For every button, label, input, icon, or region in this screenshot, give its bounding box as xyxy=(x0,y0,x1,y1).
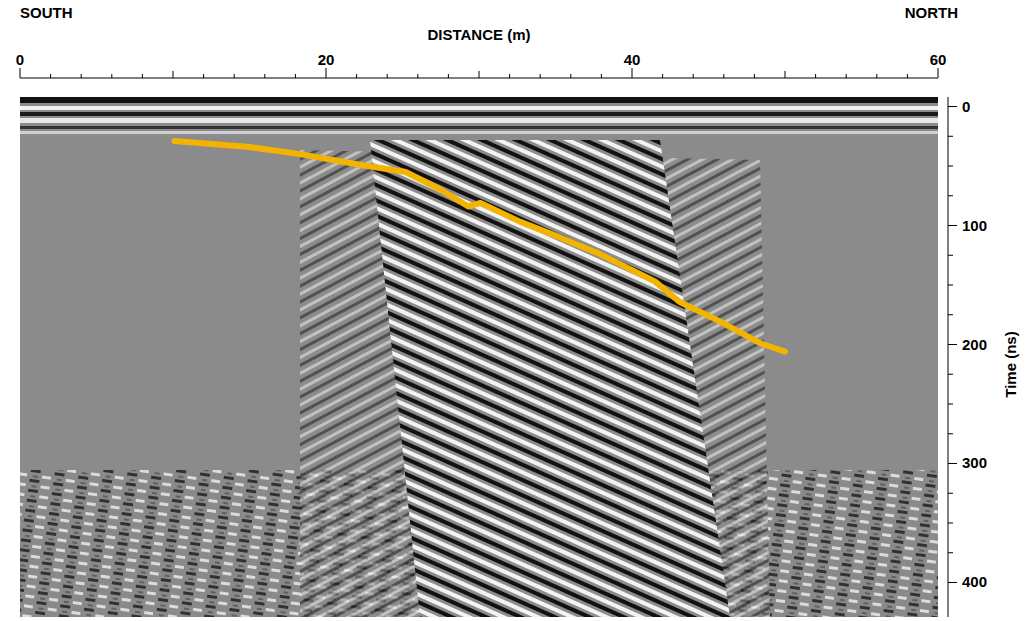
x-minor-tick xyxy=(907,74,908,78)
radargram xyxy=(20,97,938,617)
annotation: NORTH xyxy=(905,4,958,21)
y-tick-label: 300 xyxy=(962,454,987,471)
x-minor-tick xyxy=(417,74,418,78)
x-minor-tick xyxy=(448,74,449,78)
x-minor-tick xyxy=(876,74,877,78)
y-tick xyxy=(948,463,957,464)
x-tick xyxy=(632,68,633,78)
x-minor-tick xyxy=(815,74,816,78)
y-tick xyxy=(948,582,957,583)
surface-band xyxy=(20,118,938,123)
marks xyxy=(175,141,786,352)
chart-root: 0 20 40 60 DISTANCE (m) SOUTH NORTH 0 100 200 300 4… xyxy=(0,0,1030,621)
y-minor-tick xyxy=(948,522,953,523)
x-tick-label: 40 xyxy=(624,51,641,68)
y-tick-label: 200 xyxy=(962,336,987,353)
x-minor-tick xyxy=(111,74,112,78)
x-tick-label: 0 xyxy=(16,51,24,68)
x-minor-tick xyxy=(142,74,143,78)
x-minor-tick xyxy=(846,74,847,78)
x-tick-label: 20 xyxy=(318,51,335,68)
x-minor-tick xyxy=(203,74,204,78)
background xyxy=(20,97,938,617)
x-minor-tick xyxy=(173,71,174,78)
dipping-zone xyxy=(370,140,730,617)
y-tick xyxy=(948,225,957,226)
y-axis-title: Time (ns) xyxy=(1002,331,1019,397)
x-minor-tick xyxy=(234,74,235,78)
y-minor-tick xyxy=(948,285,953,286)
x-minor-tick xyxy=(754,74,755,78)
x-minor-tick xyxy=(264,74,265,78)
x-tick xyxy=(938,68,939,78)
y-tick xyxy=(948,106,957,107)
x-minor-tick xyxy=(693,74,694,78)
y-minor-tick xyxy=(948,255,953,256)
x-minor-tick xyxy=(540,74,541,78)
surface-band xyxy=(20,106,938,110)
x-minor-tick xyxy=(509,74,510,78)
y-minor-tick xyxy=(948,433,953,434)
y-tick-label: 100 xyxy=(962,217,987,234)
surface-band xyxy=(20,131,938,134)
x-minor-tick xyxy=(785,71,786,78)
y-minor-tick xyxy=(948,136,953,137)
x-tick xyxy=(326,68,327,78)
x-minor-tick xyxy=(295,74,296,78)
x-minor-tick xyxy=(50,74,51,78)
annotation: SOUTH xyxy=(20,4,73,21)
surface-band xyxy=(20,126,938,129)
chart: 0 20 40 60 DISTANCE (m) SOUTH NORTH 0 100 200 300 4… xyxy=(0,0,1030,621)
y-minor-tick xyxy=(948,166,953,167)
y-minor-tick xyxy=(948,195,953,196)
surface-band xyxy=(20,112,938,116)
y-minor-tick xyxy=(948,314,953,315)
x-minor-tick xyxy=(601,74,602,78)
y-axis-line xyxy=(948,97,949,617)
y-tick-label: 400 xyxy=(962,573,987,590)
x-minor-tick xyxy=(81,74,82,78)
y-minor-tick xyxy=(948,493,953,494)
x-minor-tick xyxy=(479,71,480,78)
x-minor-tick xyxy=(356,74,357,78)
reflector-line xyxy=(175,141,786,352)
x-minor-tick xyxy=(570,74,571,78)
x-minor-tick xyxy=(387,74,388,78)
x-minor-tick xyxy=(723,74,724,78)
x-axis-title: DISTANCE (m) xyxy=(427,26,530,43)
y-tick-label: 0 xyxy=(962,98,970,115)
y-tick xyxy=(948,344,957,345)
y-minor-tick xyxy=(948,404,953,405)
y-minor-tick xyxy=(948,374,953,375)
y-minor-tick xyxy=(948,552,953,553)
x-minor-tick xyxy=(662,74,663,78)
x-tick xyxy=(20,68,21,78)
surface-band xyxy=(20,97,938,103)
x-tick-label: 60 xyxy=(930,51,947,68)
